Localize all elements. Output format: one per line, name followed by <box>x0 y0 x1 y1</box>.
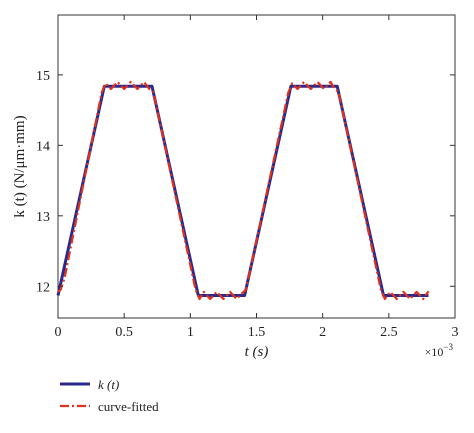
series-line-2 <box>57 80 430 301</box>
x-tick-label: 3 <box>452 325 459 340</box>
series-line-1 <box>56 84 429 297</box>
legend: k (t) curve-fitted <box>60 377 159 414</box>
x-tick-label: 0 <box>55 325 62 340</box>
x-tick-label: 1.5 <box>248 325 266 340</box>
legend-label-2: curve-fitted <box>98 399 159 414</box>
legend-label-1: k (t) <box>98 377 119 392</box>
y-tick-label: 12 <box>36 280 50 295</box>
plot-frame <box>57 14 456 319</box>
x-tick-label: 2.5 <box>380 325 398 340</box>
plot-area <box>57 14 456 319</box>
x-tick-label: 0.5 <box>115 325 133 340</box>
x-axis-label: t (s) <box>245 344 269 360</box>
axes-layer: 0 0.5 1 1.5 2 2.5 3 12 13 14 15 t (s) ×10−3 k (t) (N/… <box>12 15 459 360</box>
y-tick-label: 15 <box>36 69 50 84</box>
y-tick-label: 14 <box>36 139 50 154</box>
x-exponent-power: −3 <box>443 342 453 352</box>
x-tick-label: 1 <box>187 325 194 340</box>
x-exponent-label: ×10−3 <box>425 342 454 359</box>
y-tick-label: 13 <box>36 210 50 225</box>
y-axis-label: k (t) (N/μm·mm) <box>12 115 28 217</box>
x-tick-label: 2 <box>319 325 326 340</box>
series-layer <box>56 80 430 301</box>
